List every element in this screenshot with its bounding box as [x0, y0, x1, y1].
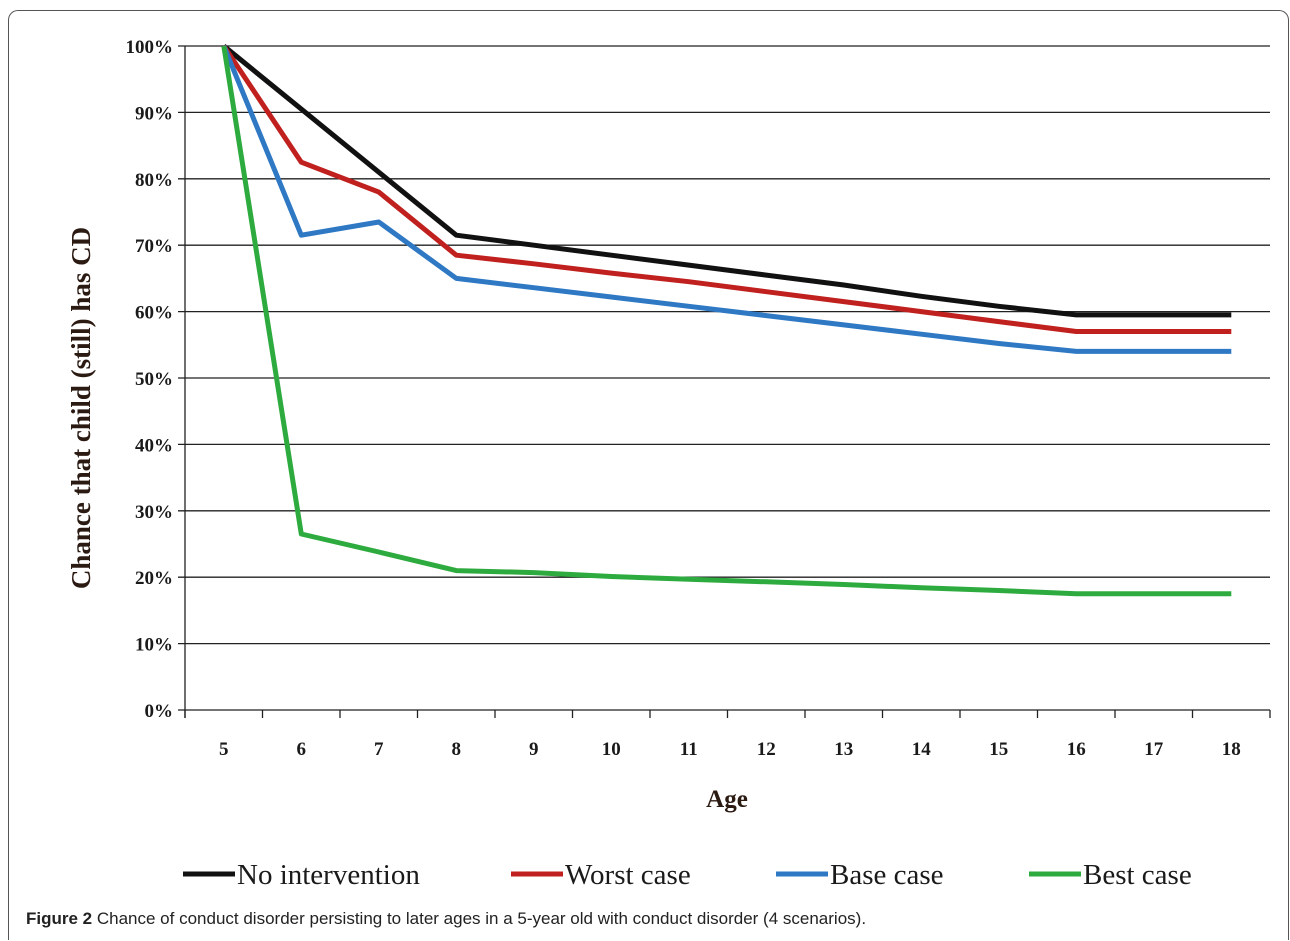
x-tick-label: 12: [757, 739, 776, 760]
x-axis: 5 6 7 8 9 10 11 12 13 14 15 16 17 18: [184, 46, 1271, 760]
x-tick-label: 8: [452, 739, 462, 760]
x-tick-label: 14: [912, 739, 932, 760]
x-tick-label: 18: [1222, 739, 1241, 760]
legend-label: No intervention: [237, 859, 420, 891]
figure-frame: [8, 10, 1289, 940]
y-axis-title: Chance that child (still) has CD: [66, 227, 96, 589]
y-tick-label: 0%: [145, 701, 174, 722]
y-axis-ticks: 0% 10% 20% 30% 40% 50% 60% 70% 80% 90% 100%: [126, 37, 174, 722]
caption-text: Chance of conduct disorder persisting to…: [96, 909, 862, 928]
x-tick-label: 6: [297, 739, 307, 760]
x-tick-label: 11: [680, 739, 698, 760]
legend-label: Base case: [830, 859, 944, 891]
x-tick-label: 13: [834, 739, 853, 760]
y-tick-label: 20%: [135, 568, 173, 589]
y-tick-label: 30%: [135, 502, 173, 523]
y-tick-label: 40%: [135, 435, 173, 456]
legend-label: Worst case: [565, 859, 691, 891]
y-tick-label: 70%: [135, 236, 173, 257]
series-line-no-intervention: [222, 44, 1232, 318]
y-tick-label: 60%: [135, 303, 173, 324]
caption-label: Figure 2: [26, 909, 93, 928]
y-tick-label: 50%: [135, 369, 173, 390]
x-tick-label: 17: [1144, 739, 1164, 760]
x-tick-label: 9: [529, 739, 539, 760]
gridlines: [178, 45, 1270, 711]
y-tick-label: 10%: [135, 635, 173, 656]
x-axis-title: Age: [706, 786, 748, 813]
y-tick-label: 80%: [135, 170, 173, 191]
legend-label: Best case: [1083, 859, 1192, 891]
x-tick-label: 15: [989, 739, 1008, 760]
x-tick-label: 7: [374, 739, 384, 760]
x-tick-label: 16: [1067, 739, 1086, 760]
x-tick-label: 5: [219, 739, 229, 760]
series-line-worst-case: [221, 44, 1232, 334]
y-tick-label: 100%: [126, 37, 174, 58]
figure-caption: Figure 2 Chance of conduct disorder pers…: [26, 909, 866, 929]
caption-end: .: [861, 909, 867, 928]
series-line-base-case: [221, 45, 1232, 354]
series-lines: [221, 44, 1232, 597]
series-line-best-case: [221, 45, 1232, 597]
x-tick-label: 10: [602, 739, 621, 760]
y-tick-label: 90%: [135, 103, 173, 124]
legend: No intervention Worst case Base case Best c…: [183, 859, 1192, 891]
